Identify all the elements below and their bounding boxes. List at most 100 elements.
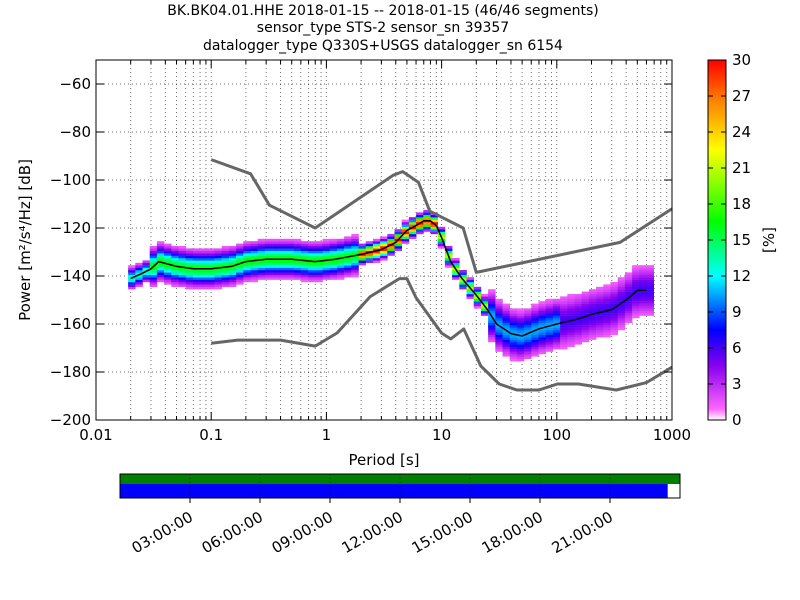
- heatmap-cell: [178, 248, 187, 251]
- heatmap-cell: [560, 306, 568, 309]
- y-tick-label: −160: [50, 315, 91, 333]
- heatmap-cell: [596, 286, 604, 290]
- heatmap-cell: [322, 265, 331, 268]
- heatmap-cell: [243, 253, 251, 256]
- heatmap-cell: [509, 322, 518, 326]
- heatmap-cell: [545, 330, 554, 333]
- heatmap-cell: [293, 262, 302, 266]
- heatmap-cell: [502, 306, 511, 309]
- heatmap-cell: [516, 313, 525, 316]
- heatmap-cell: [192, 265, 201, 268]
- heatmap-cell: [603, 313, 611, 316]
- heatmap-cell: [315, 243, 323, 247]
- heatmap-cell: [214, 286, 223, 290]
- heatmap-cell: [264, 277, 273, 280]
- heatmap-cell: [308, 258, 316, 261]
- heatmap-cell: [552, 298, 561, 302]
- heatmap-cell: [617, 279, 626, 283]
- heatmap-cell: [336, 270, 345, 273]
- heatmap-cell: [574, 320, 583, 323]
- heatmap-cell: [480, 298, 489, 302]
- heatmap-cell: [207, 262, 215, 266]
- heatmap-cell: [531, 349, 539, 352]
- heatmap-cell: [488, 306, 496, 309]
- heatmap-cell: [516, 332, 525, 335]
- heatmap-cell: [293, 241, 302, 244]
- heatmap-cell: [495, 308, 503, 311]
- heatmap-cell: [552, 339, 561, 343]
- heatmap-cell: [473, 298, 482, 302]
- heatmap-cell: [358, 243, 367, 247]
- heatmap-cell: [228, 253, 237, 256]
- heatmap-cell: [221, 253, 230, 256]
- heatmap-cell: [221, 284, 230, 287]
- heatmap-cell: [624, 301, 633, 304]
- heatmap-cell: [250, 277, 259, 280]
- heatmap-cell: [228, 262, 237, 266]
- heatmap-cell: [192, 255, 201, 259]
- heatmap-cell: [567, 308, 575, 311]
- heatmap-cell: [509, 346, 518, 350]
- heatmap-cell: [509, 318, 518, 321]
- heatmap-cell: [387, 250, 395, 254]
- heatmap-cell: [387, 234, 395, 237]
- heatmap-cell: [336, 253, 345, 256]
- heatmap-cell: [322, 238, 331, 242]
- heatmap-cell: [603, 286, 611, 290]
- heatmap-cell: [236, 255, 244, 259]
- heatmap-cell: [502, 318, 511, 321]
- heatmap-cell: [329, 274, 338, 278]
- heatmap-cell: [171, 272, 179, 275]
- heatmap-cell: [264, 260, 273, 263]
- heatmap-cell: [502, 332, 511, 335]
- heatmap-cell: [221, 270, 230, 273]
- heatmap-cell: [531, 320, 539, 323]
- heatmap-cell: [488, 320, 496, 323]
- heatmap-cell: [531, 310, 539, 314]
- heatmap-cell: [545, 327, 554, 331]
- heatmap-cell: [228, 279, 237, 283]
- heatmap-cell: [221, 250, 230, 254]
- heatmap-cell: [257, 265, 266, 268]
- heatmap-cell: [495, 346, 503, 350]
- colorbar-tick-label: 6: [732, 339, 742, 357]
- heatmap-cell: [243, 241, 251, 244]
- heatmap-cell: [336, 272, 345, 275]
- heatmap-cell: [336, 267, 345, 271]
- heatmap-cell: [531, 337, 539, 340]
- heatmap-cell: [351, 234, 359, 237]
- heatmap-cell: [264, 246, 273, 249]
- heatmap-cell: [646, 306, 655, 309]
- heatmap-cell: [329, 267, 338, 271]
- heatmap-cell: [315, 253, 323, 256]
- heatmap-cell: [329, 243, 338, 247]
- heatmap-cell: [545, 332, 554, 335]
- heatmap-cell: [214, 274, 223, 278]
- heatmap-cell: [207, 250, 215, 254]
- heatmap-cell: [596, 294, 604, 297]
- heatmap-cell: [286, 250, 295, 254]
- y-axis-ticks: −60 −80 −100 −120 −140 −160 −180 −200: [50, 75, 672, 429]
- heatmap-cell: [156, 274, 165, 278]
- heatmap-cell: [603, 310, 611, 314]
- heatmap-cell: [336, 265, 345, 268]
- heatmap-cell: [466, 294, 475, 297]
- heatmap-cell: [308, 243, 316, 247]
- heatmap-cell: [264, 250, 273, 254]
- heatmap-cell: [250, 243, 259, 247]
- heatmap-cell: [387, 236, 395, 239]
- heatmap-cell: [308, 270, 316, 273]
- heatmap-cell: [336, 277, 345, 280]
- heatmap-cell: [279, 267, 287, 271]
- heatmap-cell: [596, 291, 604, 295]
- heatmap-cell: [617, 315, 626, 319]
- x-tick-label: 10: [432, 426, 451, 444]
- heatmap-cell: [588, 322, 597, 326]
- heatmap-cell: [538, 334, 547, 338]
- heatmap-cell: [293, 277, 302, 280]
- heatmap-cell: [473, 286, 482, 290]
- heatmap-cell: [574, 301, 583, 304]
- heatmap-cell: [639, 298, 647, 302]
- heatmap-cell: [351, 274, 359, 278]
- heatmap-cell: [315, 255, 323, 259]
